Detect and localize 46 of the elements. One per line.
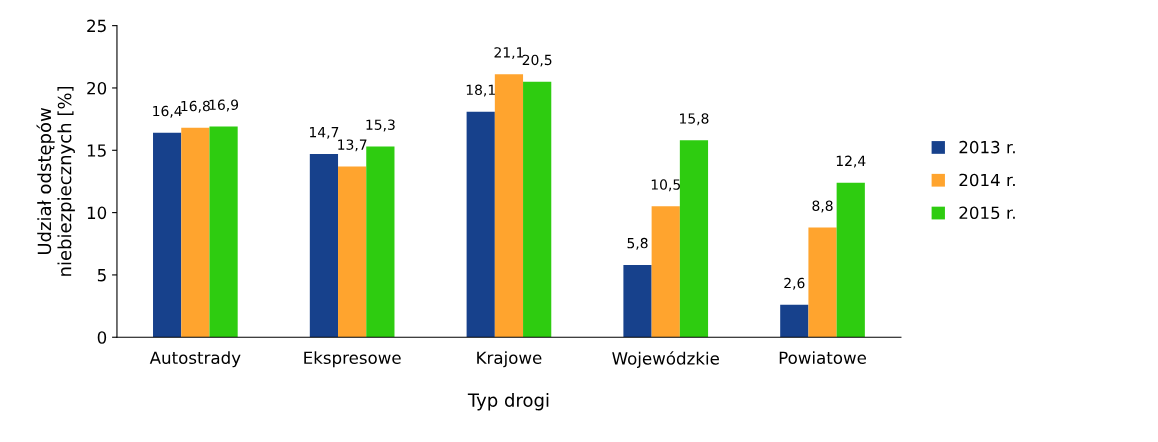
data-label: 14,7 (309, 127, 339, 139)
bar (309, 154, 339, 338)
bar (623, 264, 652, 338)
bar (651, 206, 680, 338)
data-label: 15,3 (366, 119, 395, 132)
bar (153, 132, 182, 338)
y-tick-label: 10 (87, 206, 107, 220)
x-tick-label: Wojewódzkie (612, 351, 719, 368)
data-label: 16,9 (209, 99, 239, 112)
bar (366, 146, 395, 338)
y-tick-label: 20 (87, 81, 107, 95)
data-label: 5,8 (627, 237, 648, 250)
bar (494, 74, 524, 338)
y-tick-label: 5 (97, 269, 106, 282)
x-tick-label: Ekspresowe (304, 351, 401, 368)
data-label: 16,8 (181, 100, 210, 113)
y-tick-label: 0 (97, 331, 107, 344)
bar (338, 166, 367, 338)
bar (466, 111, 495, 338)
bar (808, 227, 837, 338)
data-label: 21,1 (494, 47, 524, 60)
data-label: 16,4 (153, 105, 182, 118)
y-axis-title: Udział odstępów niebiezpiecznych [%] (36, 86, 75, 276)
x-tick-label: Krajowe (477, 351, 542, 368)
bar (780, 304, 809, 338)
data-label: 2,6 (784, 277, 805, 290)
legend-label: 2013 r. (959, 140, 1015, 154)
x-tick-label: Autostrady (149, 351, 241, 368)
bar (523, 81, 552, 338)
data-label: 8,8 (812, 200, 833, 213)
y-tick-label: 15 (87, 144, 106, 157)
y-tick-label: 25 (87, 19, 106, 33)
data-label: 18,1 (466, 84, 495, 97)
legend-label: 2015 r. (959, 206, 1015, 220)
data-label: 15,8 (680, 113, 709, 126)
bar (836, 182, 865, 338)
legend-label: 2014 r. (959, 173, 1015, 187)
bar (181, 127, 210, 338)
data-label: 20,5 (522, 54, 552, 67)
bar (209, 126, 238, 338)
data-label: 12,4 (836, 155, 866, 168)
bar (679, 140, 709, 338)
x-tick-label: Powiatowe (779, 351, 867, 365)
x-axis-title: Typ drogi (467, 392, 549, 411)
data-label: 10,5 (651, 179, 680, 192)
data-label: 13,7 (338, 139, 367, 152)
